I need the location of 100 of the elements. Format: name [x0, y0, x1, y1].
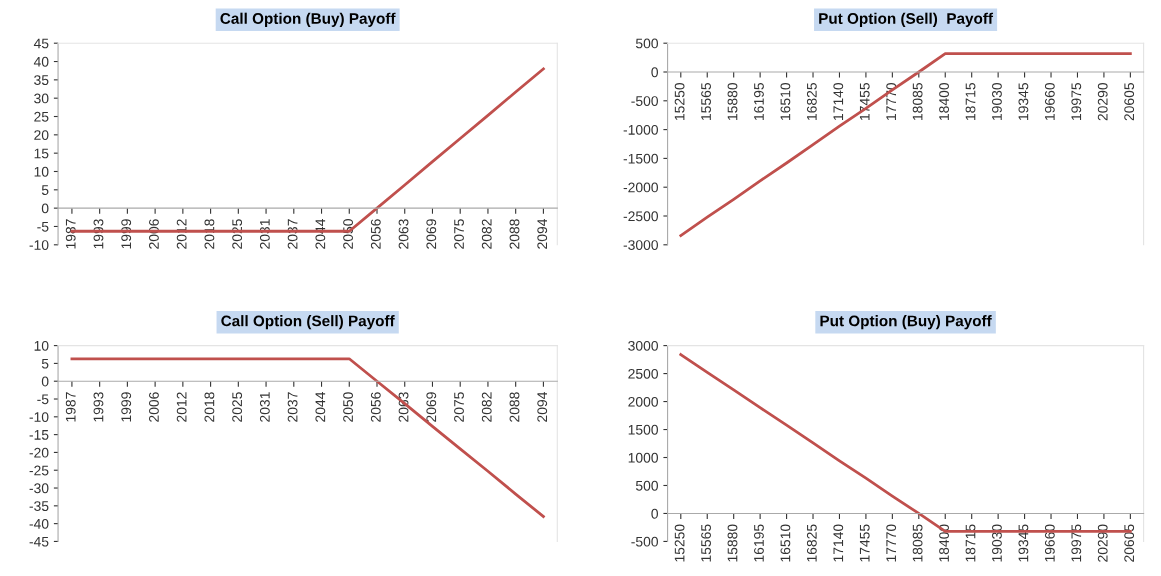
y-tick-label: 10 — [34, 166, 49, 177]
x-tick-label: 19975 — [1071, 524, 1082, 562]
y-tick-label: 5 — [41, 358, 49, 369]
chart-title: Put Option (Sell) Payoff — [819, 12, 994, 27]
y-tick-label: 500 — [635, 38, 659, 49]
y-tick-label: -5 — [37, 221, 49, 232]
y-tick-label: 35 — [34, 75, 49, 86]
y-tick-label: 0 — [41, 376, 49, 387]
y-tick-label: -500 — [631, 96, 659, 106]
x-tick-label: 15250 — [674, 524, 685, 562]
y-tick-label: 1000 — [628, 452, 659, 463]
chart-title: Put Option (Buy) Payoff — [820, 315, 992, 330]
y-tick-label: -20 — [29, 447, 49, 458]
y-tick-label: 20 — [34, 130, 49, 141]
y-tick-label: 40 — [33, 56, 49, 67]
x-tick-label: 17770 — [886, 524, 897, 562]
x-tick-label: 16195 — [754, 83, 764, 120]
y-tick-label: 15 — [34, 148, 49, 159]
x-tick-label: 2063 — [398, 219, 409, 249]
y-tick-label: 500 — [635, 480, 659, 491]
y-tick-label: -1000 — [623, 124, 659, 135]
chart-title: Call Option (Sell) Payoff — [221, 315, 395, 330]
x-tick-label: 15880 — [727, 524, 738, 562]
y-tick-label: -40 — [29, 518, 49, 529]
x-tick-label: 18085 — [912, 524, 923, 562]
y-tick-label: 0 — [651, 67, 658, 78]
y-tick-label: 2500 — [628, 368, 659, 379]
y-tick-label: 0 — [651, 508, 658, 519]
y-tick-label: -30 — [29, 483, 49, 494]
y-tick-label: 10 — [34, 340, 49, 351]
x-tick-label: 19030 — [992, 82, 1002, 120]
x-tick-label: 2044 — [315, 392, 326, 422]
x-tick-label: 16825 — [806, 524, 817, 562]
y-tick-label: 1500 — [628, 424, 659, 435]
y-tick-label: -35 — [29, 501, 49, 511]
x-tick-label: 2006 — [149, 392, 159, 422]
x-tick-label: 19975 — [1071, 83, 1082, 120]
y-tick-label: 45 — [33, 38, 49, 49]
y-tick-label: -2500 — [623, 211, 659, 222]
x-tick-label: 16510 — [780, 82, 791, 120]
x-tick-label: 16825 — [806, 83, 817, 120]
x-tick-label: 15250 — [674, 82, 685, 120]
x-tick-label: 2069 — [426, 219, 437, 249]
x-tick-label: 18715 — [965, 83, 976, 120]
x-tick-label: 15880 — [727, 82, 738, 120]
x-tick-label: 2075 — [454, 219, 464, 249]
x-tick-label: 17455 — [859, 524, 870, 562]
y-tick-label: 30 — [34, 93, 49, 104]
y-tick-label: -25 — [29, 465, 49, 476]
x-tick-label: 2075 — [454, 392, 464, 422]
y-tick-label: 5 — [41, 185, 49, 195]
chart-title: Call Option (Buy) Payoff — [220, 12, 396, 27]
x-tick-label: 2025 — [232, 392, 243, 422]
x-tick-label: 20605 — [1124, 524, 1135, 562]
y-tick-label: -5 — [37, 394, 49, 405]
x-tick-label: 17140 — [833, 82, 844, 120]
x-tick-label: 2082 — [481, 392, 492, 422]
x-tick-label: 15565 — [701, 83, 711, 120]
x-tick-label: 18085 — [912, 83, 923, 120]
x-tick-label: 1993 — [93, 392, 104, 422]
x-tick-label: 2056 — [370, 392, 381, 422]
y-tick-label: 25 — [34, 111, 49, 122]
x-tick-label: 2056 — [370, 219, 381, 249]
x-tick-label: 20290 — [1097, 524, 1108, 562]
y-tick-label: 0 — [41, 203, 49, 214]
x-tick-label: 2063 — [398, 392, 409, 422]
x-tick-label: 2088 — [509, 219, 520, 249]
x-tick-label: 19345 — [1018, 524, 1029, 562]
y-tick-label: -45 — [29, 536, 49, 547]
x-tick-label: 1987 — [65, 392, 76, 422]
x-tick-label: 15565 — [701, 524, 711, 562]
x-tick-label: 2094 — [537, 218, 548, 249]
x-tick-label: 17140 — [833, 524, 844, 562]
y-tick-label: 3000 — [628, 340, 659, 351]
x-tick-label: 16510 — [780, 524, 791, 562]
x-tick-label: 2018 — [204, 392, 215, 422]
y-tick-label: -10 — [29, 412, 49, 422]
y-tick-label: -1500 — [623, 153, 659, 164]
y-tick-label: -15 — [29, 430, 49, 440]
y-tick-label: -3000 — [623, 240, 659, 250]
x-tick-label: 17455 — [859, 83, 870, 120]
x-tick-label: 2031 — [259, 392, 270, 422]
x-tick-label: 2088 — [509, 392, 520, 422]
x-tick-label: 2069 — [426, 392, 437, 422]
x-tick-label: 19345 — [1018, 83, 1029, 120]
x-tick-label: 2082 — [481, 219, 492, 249]
x-tick-label: 1987 — [65, 219, 76, 249]
x-tick-label: 20290 — [1097, 82, 1108, 121]
x-tick-label: 2094 — [537, 392, 548, 422]
x-tick-label: 18400 — [939, 82, 949, 120]
y-tick-label: 2000 — [628, 396, 659, 407]
y-tick-label: -10 — [29, 240, 49, 250]
x-tick-label: 2012 — [176, 392, 187, 422]
x-tick-label: 16195 — [754, 524, 764, 562]
x-tick-label: 20605 — [1124, 83, 1135, 121]
x-tick-label: 2037 — [287, 392, 298, 422]
x-tick-label: 19660 — [1044, 524, 1055, 562]
x-tick-label: 19660 — [1044, 82, 1055, 120]
x-tick-label: 2050 — [343, 392, 353, 422]
y-tick-label: -2000 — [623, 182, 659, 193]
